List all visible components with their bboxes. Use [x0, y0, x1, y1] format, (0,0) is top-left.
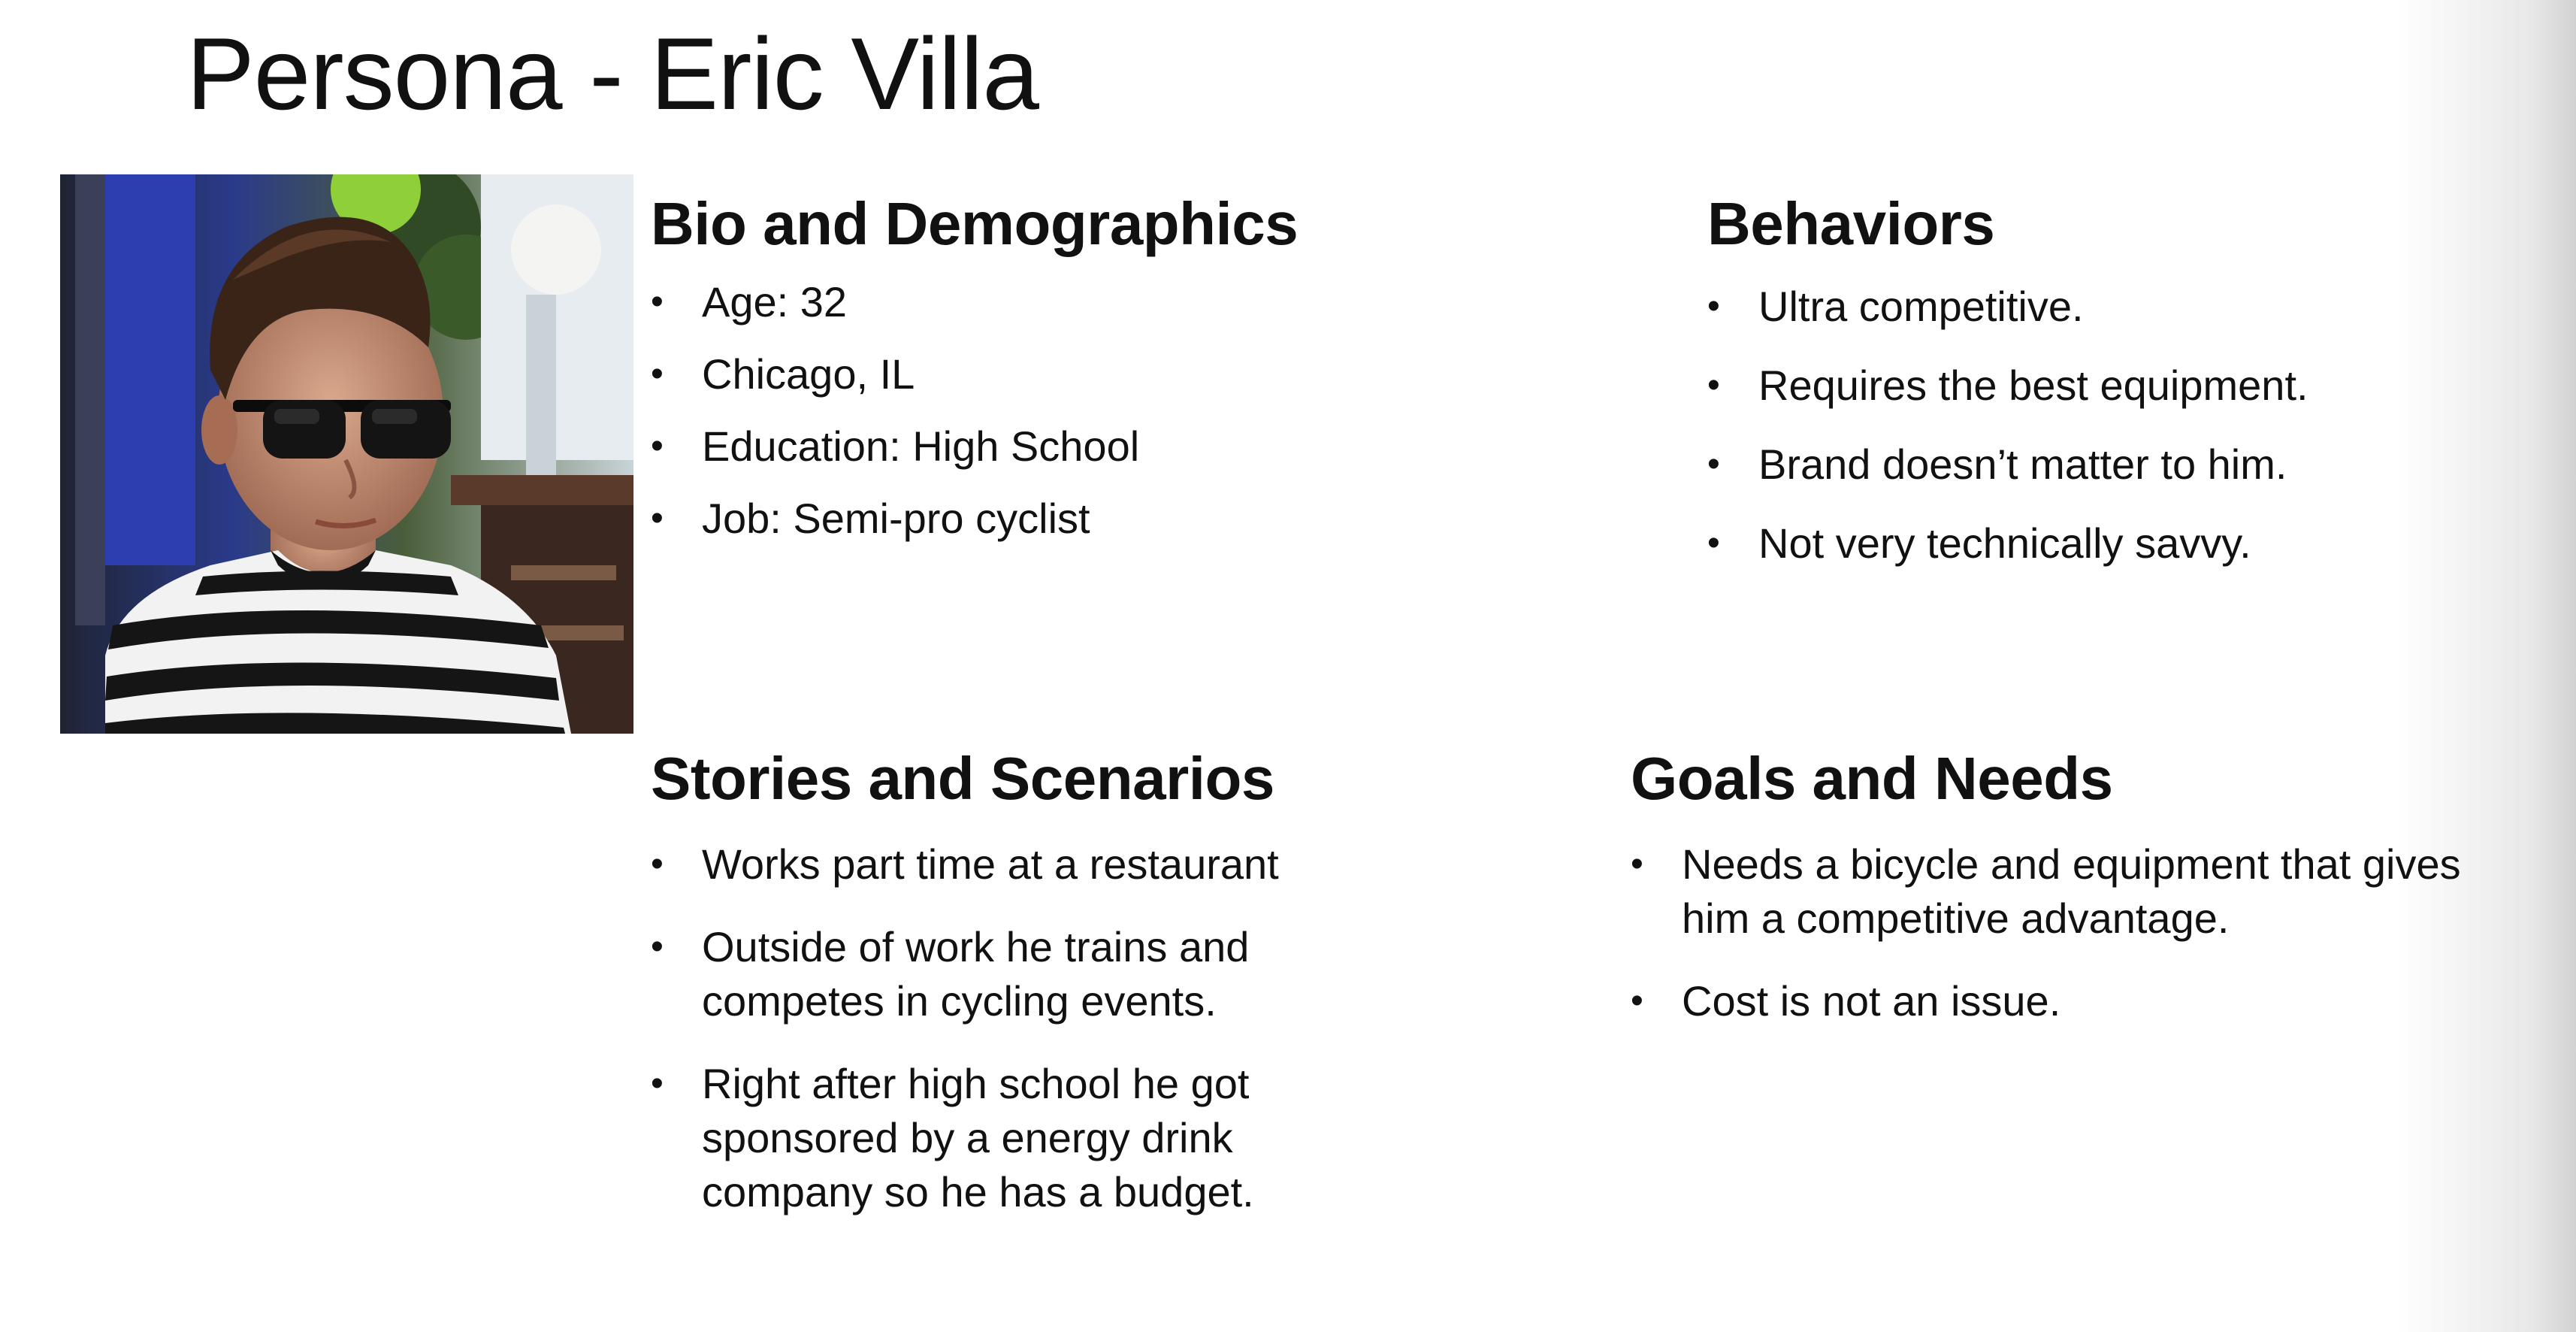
list-item: Works part time at a restaurant	[651, 837, 1402, 892]
slide-edge-shadow	[2396, 0, 2576, 1332]
behaviors-list: Ultra competitive. Requires the best equ…	[1707, 280, 2534, 571]
list-item: Outside of work he trains and competes i…	[651, 920, 1402, 1028]
behaviors-heading: Behaviors	[1707, 190, 1995, 257]
list-item: Requires the best equipment.	[1707, 359, 2534, 413]
list-item: Ultra competitive.	[1707, 280, 2534, 334]
bio-item-location: Chicago, IL	[651, 347, 1537, 401]
title-prefix: Persona -	[186, 17, 651, 131]
stories-scenarios-heading: Stories and Scenarios	[651, 745, 1274, 812]
persona-name: Eric Villa	[650, 17, 1039, 131]
list-item: Cost is not an issue.	[1631, 974, 2540, 1028]
goals-needs-section: Goals and Needs Needs a bicycle and equi…	[1631, 743, 2540, 1057]
list-item: Right after high school he got sponsored…	[651, 1057, 1402, 1219]
bio-demographics-list: Age: 32 Chicago, IL Education: High Scho…	[651, 275, 1537, 546]
persona-photo-illustration	[60, 174, 633, 734]
goals-needs-list: Needs a bicycle and equipment that gives…	[1631, 837, 2540, 1028]
goals-needs-heading: Goals and Needs	[1631, 745, 2113, 812]
stories-scenarios-section: Stories and Scenarios Works part time at…	[651, 743, 1402, 1248]
list-item: Needs a bicycle and equipment that gives…	[1631, 837, 2540, 946]
list-item: Not very technically savvy.	[1707, 516, 2534, 571]
stories-scenarios-list: Works part time at a restaurant Outside …	[651, 837, 1402, 1219]
bio-demographics-section: Bio and Demographics Age: 32 Chicago, IL…	[651, 188, 1537, 564]
list-item: Brand doesn’t matter to him.	[1707, 437, 2534, 492]
bio-demographics-heading: Bio and Demographics	[651, 190, 1299, 257]
bio-item-age: Age: 32	[651, 275, 1537, 329]
slide-title: Persona - Eric Villa	[186, 14, 1039, 134]
persona-photo	[60, 174, 633, 734]
bio-item-job: Job: Semi-pro cyclist	[651, 492, 1537, 546]
bio-item-education: Education: High School	[651, 419, 1537, 474]
behaviors-section: Behaviors Ultra competitive. Requires th…	[1707, 188, 2534, 595]
